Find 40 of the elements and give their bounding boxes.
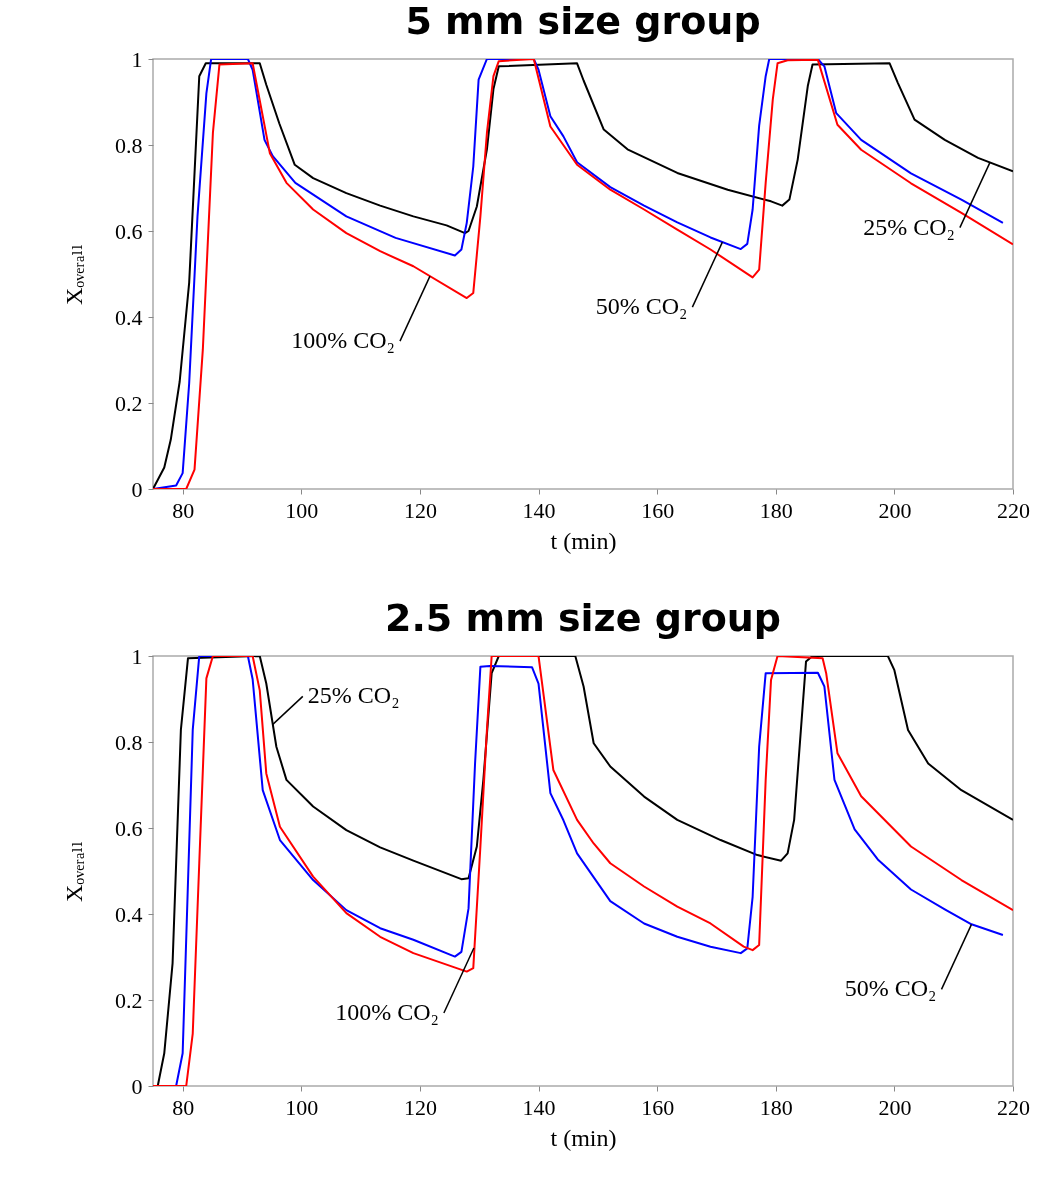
x-tick-label: 140	[522, 1094, 556, 1120]
y-tick-label: 0.6	[115, 218, 143, 244]
y-tick-label: 0.6	[115, 815, 143, 841]
annotation: 100% CO₂	[291, 327, 395, 354]
y-tick-label: 0.8	[115, 132, 143, 158]
x-tick-label: 160	[641, 497, 675, 523]
x-tick-label: 120	[403, 1094, 437, 1120]
y-tick-label: 0.8	[115, 729, 143, 755]
x-axis-title: t (min)	[550, 527, 617, 554]
x-tick-label: 180	[759, 497, 793, 523]
y-tick-label: 0.4	[115, 304, 143, 330]
x-tick-label: 200	[878, 1094, 912, 1120]
x-tick-label: 80	[172, 497, 195, 523]
y-axis-title: Xₒᵥₑᵣₐₗₗ	[61, 243, 87, 306]
annotation: 100% CO₂	[335, 998, 439, 1025]
y-tick-label: 0	[131, 476, 143, 502]
y-tick-label: 0.4	[115, 901, 143, 927]
chart-title: 5 mm size group	[405, 0, 761, 43]
x-tick-label: 160	[641, 1094, 675, 1120]
x-tick-label: 200	[878, 497, 912, 523]
y-tick-label: 1	[131, 643, 143, 669]
x-tick-label: 100	[285, 1094, 319, 1120]
x-tick-label: 220	[997, 1094, 1030, 1120]
y-tick-label: 0	[131, 1073, 143, 1099]
x-tick-label: 120	[403, 497, 437, 523]
x-tick-label: 180	[759, 1094, 793, 1120]
x-axis-title: t (min)	[550, 1124, 617, 1151]
chart-title: 2.5 mm size group	[384, 596, 782, 640]
y-axis-title: Xₒᵥₑᵣₐₗₗ	[61, 840, 87, 903]
annotation: 50% CO₂	[844, 975, 937, 1002]
x-tick-label: 140	[522, 497, 556, 523]
annotation: 50% CO₂	[595, 293, 688, 320]
x-tick-label: 100	[285, 497, 319, 523]
y-tick-label: 0.2	[115, 987, 143, 1013]
y-tick-label: 0.2	[115, 390, 143, 416]
x-tick-label: 220	[997, 497, 1030, 523]
annotation: 25% CO₂	[307, 682, 400, 709]
x-tick-label: 80	[172, 1094, 195, 1120]
annotation: 25% CO₂	[863, 213, 955, 240]
y-tick-label: 1	[131, 46, 143, 72]
